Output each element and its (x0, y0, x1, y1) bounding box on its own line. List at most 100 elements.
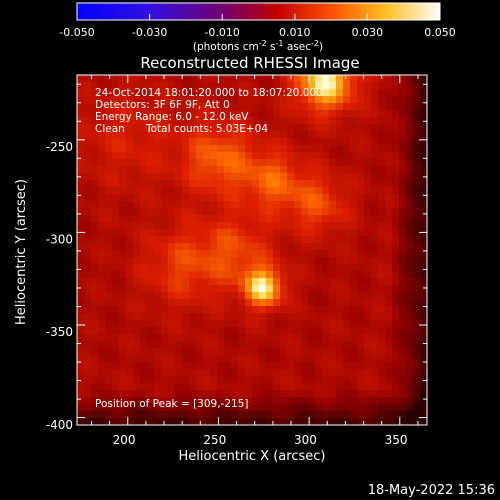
heatmap-cell (385, 320, 393, 328)
heatmap-cell (133, 348, 141, 356)
heatmap-cell (98, 348, 106, 356)
heatmap-cell (336, 299, 344, 307)
colorbar: -0.050 -0.030 -0.010 0.010 0.030 0.050 (… (59, 2, 456, 53)
heatmap-cell (350, 327, 358, 335)
heatmap-cell (84, 117, 92, 125)
heatmap-cell (329, 173, 337, 181)
heatmap-cell (259, 194, 267, 202)
heatmap-cell (238, 362, 246, 370)
heatmap-cell (301, 131, 309, 139)
heatmap-cell (133, 166, 141, 174)
heatmap-cell (77, 138, 85, 146)
heatmap-cell (161, 173, 169, 181)
heatmap-cell (175, 411, 183, 419)
heatmap-cell (154, 180, 162, 188)
heatmap-cell (266, 320, 274, 328)
heatmap-cell (147, 411, 155, 419)
heatmap-cell (343, 173, 351, 181)
heatmap-cell (196, 292, 204, 300)
heatmap-cell (210, 341, 218, 349)
heatmap-cell (259, 397, 267, 405)
heatmap-cell (154, 110, 162, 118)
heatmap-cell (77, 103, 85, 111)
heatmap-cell (98, 397, 106, 405)
heatmap-cell (189, 75, 197, 83)
heatmap-cell (399, 243, 407, 251)
heatmap-cell (259, 243, 267, 251)
heatmap-cell (308, 243, 316, 251)
heatmap-cell (378, 334, 386, 342)
heatmap-cell (182, 222, 190, 230)
heatmap-cell (371, 292, 379, 300)
heatmap-cell (357, 264, 365, 272)
heatmap-cell (399, 222, 407, 230)
heatmap-cell (168, 285, 176, 293)
heatmap-cell (126, 131, 134, 139)
heatmap-cell (133, 82, 141, 90)
annotation-detectors: Detectors: 3F 6F 9F, Att 0 (95, 99, 230, 111)
heatmap-cell (280, 250, 288, 258)
heatmap-cell (336, 418, 344, 425)
heatmap-cell (175, 306, 183, 314)
heatmap-cell (189, 222, 197, 230)
heatmap-cell (91, 117, 99, 125)
heatmap-cell (91, 327, 99, 335)
heatmap-cell (245, 320, 253, 328)
heatmap-cell (147, 222, 155, 230)
heatmap-cell (315, 180, 323, 188)
heatmap-cell (287, 404, 295, 412)
heatmap-cell (315, 285, 323, 293)
heatmap-cell (245, 152, 253, 160)
heatmap-cell (364, 376, 372, 384)
heatmap-cell (161, 110, 169, 118)
heatmap-cell (161, 397, 169, 405)
heatmap-cell (224, 138, 232, 146)
heatmap-cell (357, 369, 365, 377)
heatmap-cell (343, 229, 351, 237)
heatmap-cell (182, 341, 190, 349)
heatmap-cell (175, 299, 183, 307)
heatmap-cell (238, 278, 246, 286)
heatmap-cell (182, 383, 190, 391)
heatmap-cell (140, 383, 148, 391)
heatmap-cell (175, 257, 183, 265)
heatmap-cell (406, 278, 414, 286)
heatmap-cell (273, 159, 281, 167)
heatmap-cell (420, 278, 427, 286)
heatmap-cell (189, 376, 197, 384)
heatmap-cell (322, 313, 330, 321)
heatmap-cell (315, 215, 323, 223)
heatmap-cell (203, 418, 211, 425)
heatmap-cell (203, 152, 211, 160)
heatmap-cell (287, 215, 295, 223)
heatmap-cell (168, 257, 176, 265)
heatmap-cell (77, 96, 85, 104)
heatmap-cell (231, 334, 239, 342)
heatmap-cell (126, 327, 134, 335)
heatmap-cell (322, 250, 330, 258)
heatmap-cell (98, 194, 106, 202)
heatmap-cell (161, 145, 169, 153)
heatmap-cell (385, 187, 393, 195)
heatmap-cell (308, 110, 316, 118)
heatmap-cell (168, 404, 176, 412)
heatmap-cell (371, 355, 379, 363)
heatmap-cell (147, 159, 155, 167)
heatmap-cell (140, 152, 148, 160)
heatmap-cell (154, 89, 162, 97)
heatmap-cell (189, 131, 197, 139)
heatmap-cell (154, 390, 162, 398)
heatmap-cell (182, 103, 190, 111)
heatmap-cell (350, 173, 358, 181)
heatmap-cell (343, 383, 351, 391)
heatmap-cell (245, 117, 253, 125)
heatmap-cell (168, 222, 176, 230)
heatmap-cell (266, 145, 274, 153)
heatmap-cell (119, 271, 127, 279)
heatmap-cell (329, 96, 337, 104)
heatmap-cell (224, 257, 232, 265)
heatmap-cell (385, 117, 393, 125)
heatmap-cell (140, 390, 148, 398)
heatmap-cell (224, 103, 232, 111)
heatmap-cell (273, 362, 281, 370)
